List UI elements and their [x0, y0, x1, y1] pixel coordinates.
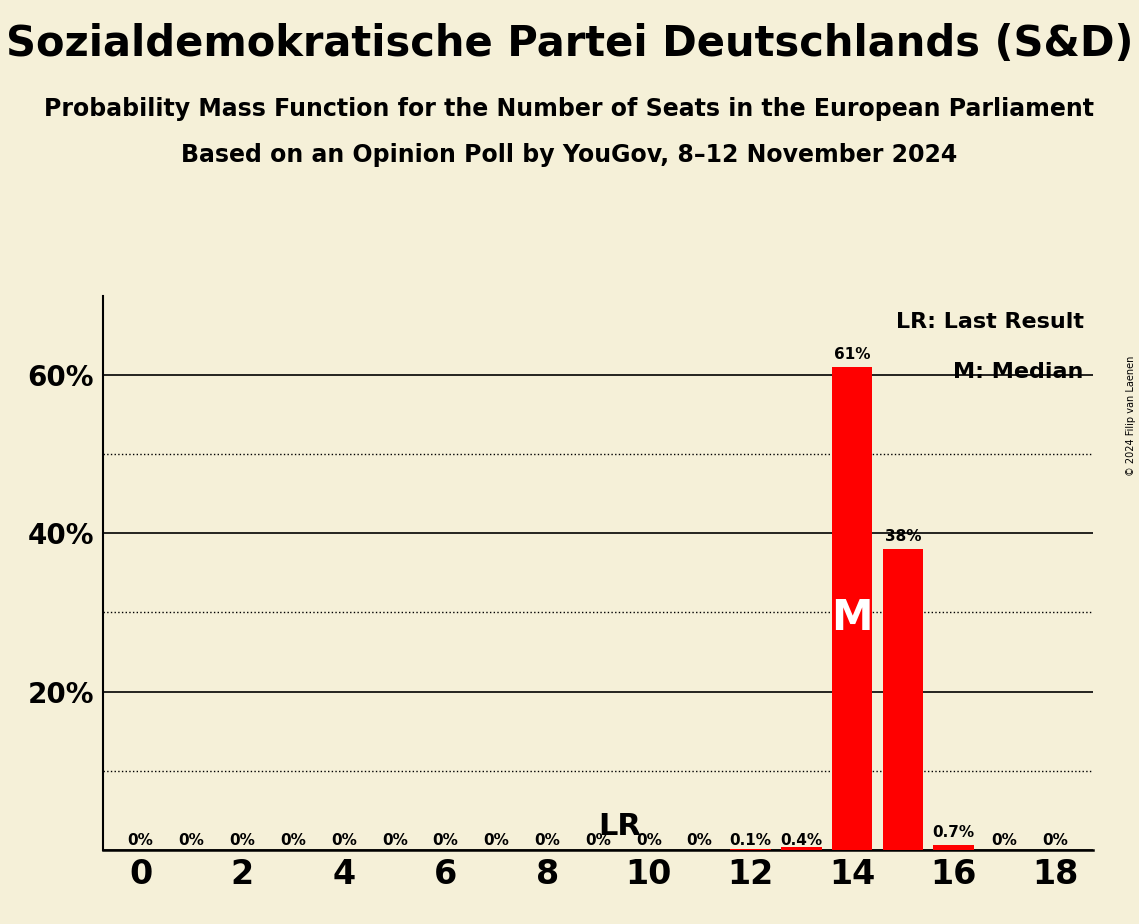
Text: 0%: 0% [1042, 833, 1068, 847]
Text: 0%: 0% [534, 833, 560, 847]
Text: 0.7%: 0.7% [933, 825, 975, 840]
Text: 38%: 38% [885, 529, 921, 544]
Text: 0%: 0% [128, 833, 154, 847]
Text: LR: Last Result: LR: Last Result [895, 312, 1083, 333]
Text: Based on an Opinion Poll by YouGov, 8–12 November 2024: Based on an Opinion Poll by YouGov, 8–12… [181, 143, 958, 167]
Text: M: Median: M: Median [953, 362, 1083, 383]
Bar [781, 847, 821, 850]
Text: 0%: 0% [585, 833, 611, 847]
Text: Sozialdemokratische Partei Deutschlands (S&D): Sozialdemokratische Partei Deutschlands … [6, 23, 1133, 65]
Text: 0%: 0% [382, 833, 408, 847]
Text: 0%: 0% [229, 833, 255, 847]
Text: 0%: 0% [331, 833, 357, 847]
Bar [831, 367, 872, 850]
Text: 61%: 61% [834, 347, 870, 362]
Bar [933, 845, 974, 850]
Text: 0%: 0% [483, 833, 509, 847]
Text: © 2024 Filip van Laenen: © 2024 Filip van Laenen [1126, 356, 1136, 476]
Text: 0%: 0% [433, 833, 459, 847]
Text: 0%: 0% [636, 833, 662, 847]
Text: M: M [831, 597, 872, 639]
Text: 0%: 0% [280, 833, 306, 847]
Bar [883, 549, 924, 850]
Text: 0%: 0% [179, 833, 204, 847]
Text: LR: LR [598, 812, 641, 842]
Text: Probability Mass Function for the Number of Seats in the European Parliament: Probability Mass Function for the Number… [44, 97, 1095, 121]
Text: 0%: 0% [687, 833, 713, 847]
Text: 0.1%: 0.1% [729, 833, 771, 847]
Text: 0%: 0% [992, 833, 1017, 847]
Text: 0.4%: 0.4% [780, 833, 822, 847]
